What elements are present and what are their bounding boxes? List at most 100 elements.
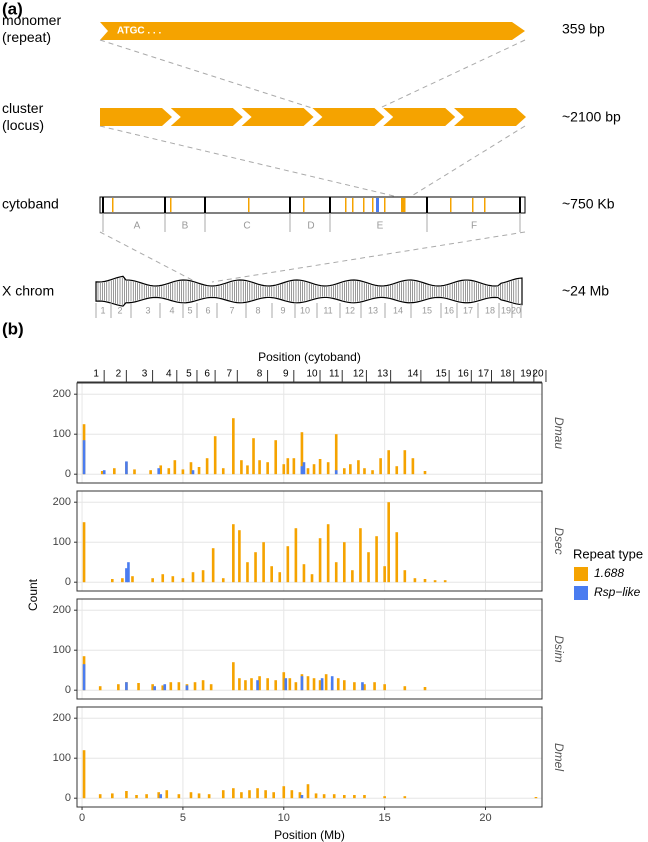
bar [266, 678, 269, 691]
chrom-band-label: 15 [422, 305, 432, 315]
bar [125, 682, 128, 691]
bar [342, 795, 346, 799]
bar [125, 461, 128, 475]
bar [177, 682, 181, 691]
bar [351, 570, 354, 583]
y-tick-label: 100 [53, 644, 71, 656]
bar [189, 462, 193, 475]
chrom-band-label: 16 [444, 305, 454, 315]
bar [161, 685, 165, 691]
bar [334, 470, 338, 475]
repeat-stripe [303, 198, 305, 212]
bar [423, 471, 427, 475]
bar [320, 678, 324, 691]
legend-label: Rsp−like [594, 585, 641, 599]
bar [332, 794, 336, 799]
bar [246, 465, 249, 475]
bar [181, 469, 185, 475]
repeat-stripe [345, 198, 347, 212]
bar [403, 570, 407, 583]
top-tick-label: 10 [306, 369, 318, 380]
bar [334, 434, 338, 475]
row-size: ~24 Mb [562, 283, 609, 299]
bar [82, 522, 86, 583]
top-tick-label: 18 [500, 369, 512, 380]
y-tick-label: 100 [53, 428, 71, 440]
facet-frame [76, 598, 543, 700]
bar [310, 574, 314, 583]
bar [288, 678, 292, 691]
bar [306, 468, 310, 475]
band-letter: B [182, 221, 189, 232]
repeat-stripe [376, 198, 379, 212]
monomer-text: ATGC . . . [117, 26, 161, 37]
legend-label: 1.688 [594, 566, 624, 580]
bar [250, 678, 253, 691]
bar [373, 682, 376, 691]
bar [312, 464, 316, 475]
bar [318, 538, 322, 583]
bar [357, 460, 360, 475]
bar [342, 680, 346, 691]
bar [173, 460, 177, 475]
repeat-stripe [248, 198, 250, 212]
bar [131, 576, 134, 583]
bar [121, 578, 124, 583]
bar [387, 450, 390, 475]
cluster-arrow [312, 108, 385, 126]
bar [256, 788, 259, 799]
top-tick-label: 17 [478, 369, 490, 380]
bar [300, 795, 304, 799]
bar [238, 530, 241, 583]
band-letter: D [307, 221, 314, 232]
bar [306, 784, 310, 799]
bar [359, 528, 362, 583]
facet-label: Dsec [552, 527, 566, 554]
bar [213, 436, 217, 475]
cluster-arrows [100, 108, 526, 126]
bar [161, 574, 165, 583]
facet-frame [76, 490, 543, 592]
bar [163, 684, 167, 691]
cluster-arrow [454, 108, 526, 126]
chrom-band-label: 1 [100, 305, 105, 315]
bar [232, 788, 235, 799]
bar [240, 792, 243, 799]
band-letter: A [134, 221, 141, 232]
chrom-band-label: 18 [485, 305, 495, 315]
bar [302, 564, 306, 583]
facet-label: Dmau [552, 417, 566, 449]
bar [240, 460, 243, 475]
bar [363, 468, 366, 475]
row-name: cluster [2, 100, 44, 116]
cluster-arrow [241, 108, 314, 126]
bar [371, 470, 374, 475]
bar [284, 678, 288, 691]
row-name: cytoband [2, 196, 59, 212]
bar [318, 680, 322, 691]
top-tick-label: 20 [532, 369, 544, 380]
band-letter: E [377, 221, 384, 232]
bar [322, 794, 326, 799]
repeat-stripe [112, 198, 114, 212]
bar [252, 438, 255, 475]
bar [326, 524, 330, 583]
top-tick-label: 16 [458, 369, 470, 380]
row-name: X chrom [2, 283, 54, 299]
bar [133, 469, 136, 475]
monomer-arrow [100, 22, 525, 40]
repeat-stripe [372, 198, 374, 212]
bar [423, 687, 427, 691]
facet-frame [76, 382, 543, 484]
chrom-band-label: 9 [280, 305, 285, 315]
bar [159, 794, 163, 799]
chrom-band-label: 8 [255, 305, 260, 315]
bar [244, 680, 247, 691]
bar [159, 465, 163, 475]
x-tick-label: 10 [278, 812, 290, 824]
bar [205, 458, 209, 475]
bar [290, 790, 294, 799]
facet-label: Dmel [552, 743, 566, 771]
bar [411, 458, 415, 475]
